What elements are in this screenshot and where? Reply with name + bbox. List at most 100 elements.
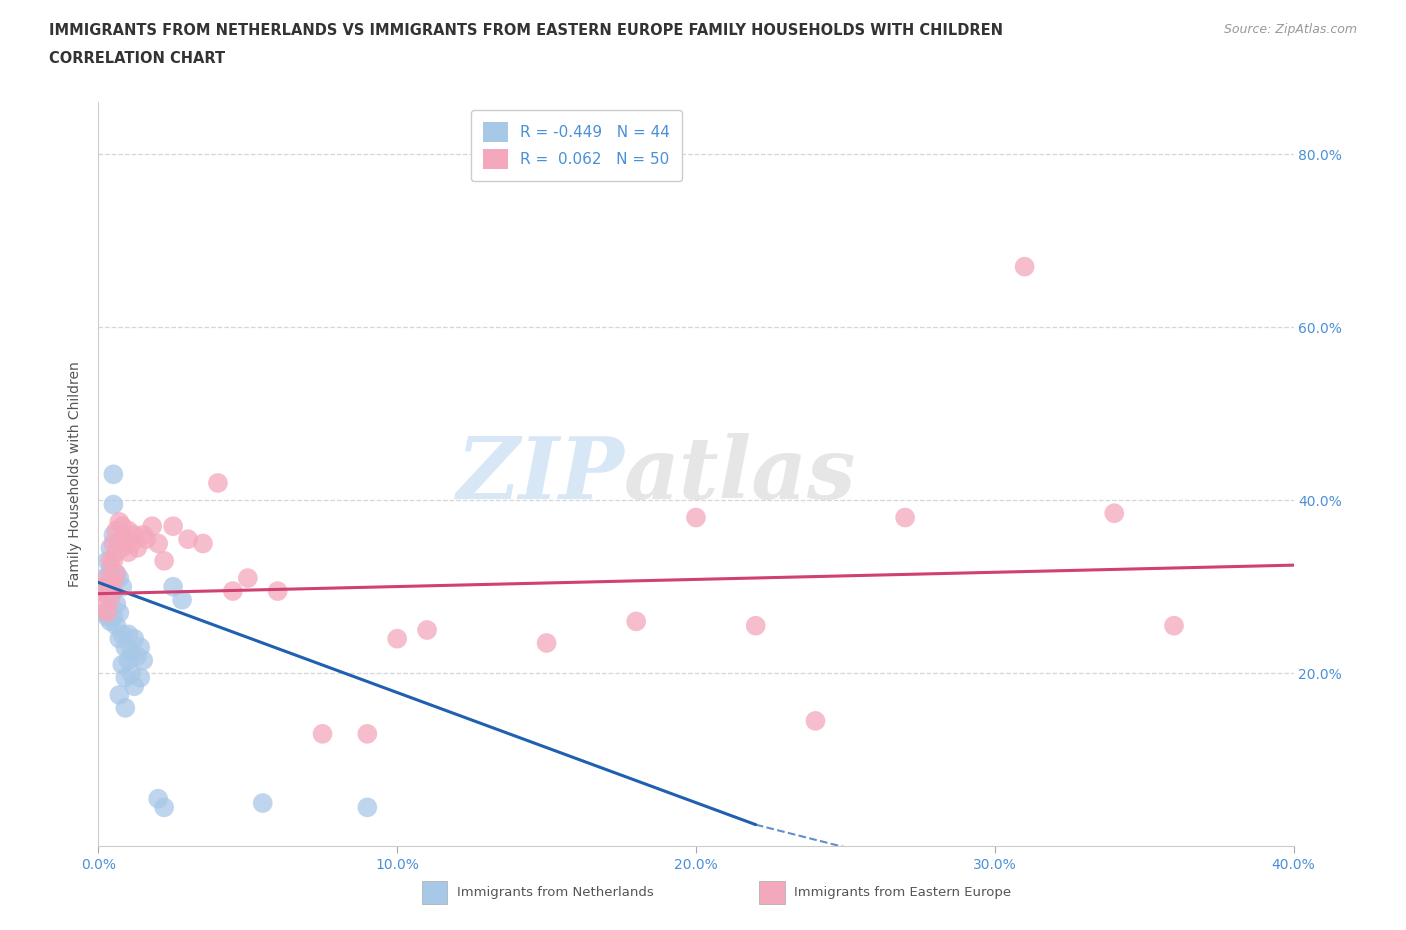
Point [1163, 618, 1185, 633]
Point [207, 475, 229, 490]
Point [108, 687, 131, 702]
Point [105, 545, 128, 560]
Point [148, 536, 170, 551]
Point [804, 713, 827, 728]
Point [124, 631, 146, 646]
Point [103, 467, 125, 482]
Point [96, 588, 118, 603]
Point [96, 584, 118, 599]
Text: IMMIGRANTS FROM NETHERLANDS VS IMMIGRANTS FROM EASTERN EUROPE FAMILY HOUSEHOLDS : IMMIGRANTS FROM NETHERLANDS VS IMMIGRANT… [49, 23, 1004, 38]
Point [132, 527, 155, 542]
Point [103, 553, 125, 568]
Point [96, 571, 118, 586]
Point [114, 700, 136, 715]
Point [111, 579, 134, 594]
Point [90, 584, 112, 599]
Point [153, 553, 176, 568]
Point [105, 566, 128, 581]
Point [127, 648, 149, 663]
Point [100, 540, 122, 555]
Point [105, 597, 128, 612]
Y-axis label: Family Households with Children: Family Households with Children [69, 362, 83, 587]
Point [93, 579, 115, 594]
Point [129, 640, 152, 655]
Point [90, 584, 112, 599]
Point [222, 584, 245, 599]
Point [127, 540, 149, 555]
Text: Immigrants from Netherlands: Immigrants from Netherlands [457, 886, 654, 898]
Point [114, 532, 136, 547]
Point [162, 579, 184, 594]
Point [103, 536, 125, 551]
Point [100, 562, 122, 577]
Point [111, 519, 134, 534]
Point [894, 511, 917, 525]
Point [117, 523, 139, 538]
Point [96, 605, 118, 620]
Point [114, 640, 136, 655]
Point [117, 627, 139, 642]
Point [356, 726, 378, 741]
Point [626, 614, 648, 629]
Text: Immigrants from Eastern Europe: Immigrants from Eastern Europe [794, 886, 1011, 898]
Text: CORRELATION CHART: CORRELATION CHART [49, 51, 225, 66]
Point [100, 614, 122, 629]
Point [148, 791, 170, 806]
Point [120, 644, 142, 659]
Point [111, 658, 134, 672]
Point [745, 618, 768, 633]
Point [356, 800, 378, 815]
Point [108, 605, 131, 620]
Point [100, 553, 122, 568]
Point [191, 536, 214, 551]
Text: ZIP: ZIP [457, 432, 624, 516]
Point [114, 671, 136, 685]
Point [111, 627, 134, 642]
Legend: R = -0.449   N = 44, R =  0.062   N = 50: R = -0.449 N = 44, R = 0.062 N = 50 [471, 110, 682, 181]
Point [252, 795, 274, 810]
Point [103, 609, 125, 624]
Point [172, 592, 194, 607]
Point [120, 536, 142, 551]
Point [105, 523, 128, 538]
Point [96, 553, 118, 568]
Point [108, 536, 131, 551]
Point [267, 584, 290, 599]
Point [135, 532, 157, 547]
Point [141, 519, 163, 534]
Point [153, 800, 176, 815]
Point [100, 592, 122, 607]
Point [311, 726, 333, 741]
Point [117, 545, 139, 560]
Point [685, 511, 707, 525]
Point [132, 653, 155, 668]
Point [93, 605, 115, 620]
Point [96, 609, 118, 624]
Point [93, 601, 115, 616]
Point [108, 571, 131, 586]
Point [385, 631, 409, 646]
Point [111, 540, 134, 555]
Point [103, 575, 125, 590]
Point [1014, 259, 1036, 274]
Point [93, 571, 115, 586]
Point [162, 519, 184, 534]
Point [100, 588, 122, 603]
Point [1104, 506, 1126, 521]
Point [103, 498, 125, 512]
Point [103, 584, 125, 599]
Point [177, 532, 200, 547]
Point [117, 653, 139, 668]
Point [103, 527, 125, 542]
Point [105, 566, 128, 581]
Point [100, 575, 122, 590]
Point [124, 527, 146, 542]
Point [236, 571, 259, 586]
Point [108, 514, 131, 529]
Text: atlas: atlas [624, 432, 856, 516]
Text: Source: ZipAtlas.com: Source: ZipAtlas.com [1223, 23, 1357, 36]
Point [416, 622, 439, 637]
Point [124, 679, 146, 694]
Point [120, 666, 142, 681]
Point [129, 671, 152, 685]
